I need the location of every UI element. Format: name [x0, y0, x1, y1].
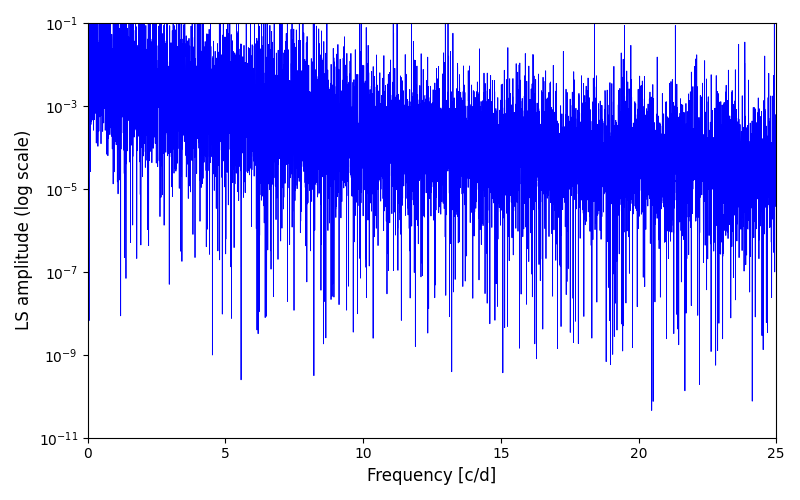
Y-axis label: LS amplitude (log scale): LS amplitude (log scale): [15, 130, 33, 330]
X-axis label: Frequency [c/d]: Frequency [c/d]: [367, 467, 497, 485]
